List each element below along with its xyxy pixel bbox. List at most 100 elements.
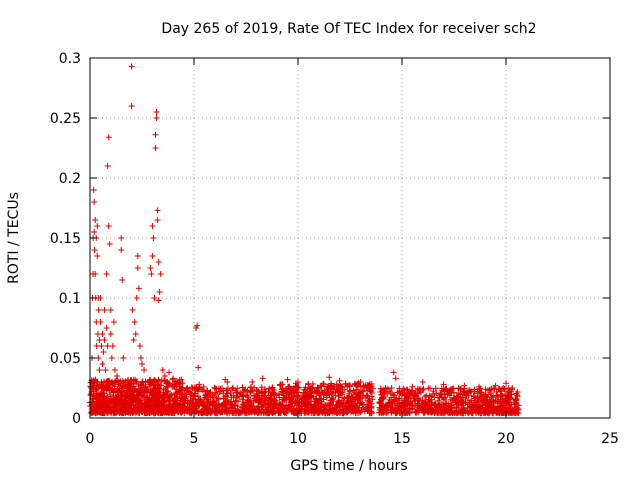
data-point [299,398,306,405]
data-point [233,394,240,401]
data-point [120,355,127,361]
data-point [508,410,515,417]
data-point [141,367,148,373]
chart-title: Day 265 of 2019, Rate Of TEC Index for r… [161,21,536,37]
data-point [104,377,111,384]
data-point [104,407,111,414]
data-point [292,398,299,405]
data-point [142,404,149,411]
data-point [196,384,203,391]
data-point [319,409,326,416]
data-point [254,390,261,397]
data-point [261,392,268,399]
data-point [150,380,157,387]
data-point [251,395,258,402]
data-point [390,369,397,376]
data-point [336,397,343,404]
data-point [350,398,357,405]
data-point [130,408,137,415]
data-point [91,199,98,205]
data-point [256,396,263,403]
data-point [103,325,110,331]
data-point [149,253,156,259]
data-point [432,400,439,407]
data-point [453,393,460,400]
data-point [194,322,201,329]
data-point [247,384,254,391]
data-point [111,367,118,373]
data-point [351,389,358,396]
data-point [172,381,179,388]
data-point [117,380,124,387]
data-point [468,388,475,395]
data-point [181,407,188,414]
data-point [287,385,294,392]
data-point [94,253,101,259]
data-point [348,403,355,410]
data-point [508,391,515,398]
data-point [459,400,466,407]
data-point [126,379,133,386]
data-point [141,399,148,406]
data-point [368,400,375,407]
data-point [223,404,230,411]
data-point [441,405,448,412]
data-point [379,403,386,410]
data-point [185,388,192,395]
data-point [248,405,255,412]
data-point [196,381,203,388]
data-point [150,235,157,241]
data-point [118,384,125,391]
data-point [234,407,241,414]
data-point [365,406,372,413]
data-point [171,380,178,387]
data-point [134,392,141,399]
data-point [513,404,520,411]
data-point [152,397,159,404]
data-point [242,399,249,406]
data-point [155,259,162,265]
data-point [497,392,504,399]
data-point [149,406,156,413]
data-point [146,381,153,388]
data-point [219,385,226,392]
y-axis-label: ROTI / TECUs [6,192,22,284]
data-point [239,396,246,403]
data-point [437,390,444,397]
data-point [425,408,432,415]
data-point [402,397,409,404]
data-point [327,383,334,390]
data-point [249,379,256,385]
data-point [101,307,108,313]
data-point [339,383,346,390]
x-tick-label: 0 [86,431,95,447]
data-point [193,402,200,409]
data-point [423,392,430,399]
data-point [91,229,98,235]
data-point [356,390,363,397]
data-point [297,406,304,413]
data-point [369,396,376,403]
data-point [312,406,319,413]
data-point [132,331,139,337]
data-point [90,396,97,403]
data-point [268,395,275,402]
data-point [143,394,150,401]
data-point [285,404,292,411]
data-point [115,400,122,407]
data-point [414,408,421,415]
y-tick-label: 0.25 [50,111,81,127]
data-point [337,403,344,410]
data-point [436,394,443,401]
data-point [477,396,484,403]
data-point [470,392,477,399]
data-point [276,394,283,401]
data-point [107,307,114,313]
data-point [386,388,393,395]
data-point [323,387,330,394]
data-point [244,393,251,400]
data-point [182,395,189,402]
y-tick-label: 0.05 [50,351,81,367]
data-point [311,409,318,416]
data-point [110,405,117,412]
